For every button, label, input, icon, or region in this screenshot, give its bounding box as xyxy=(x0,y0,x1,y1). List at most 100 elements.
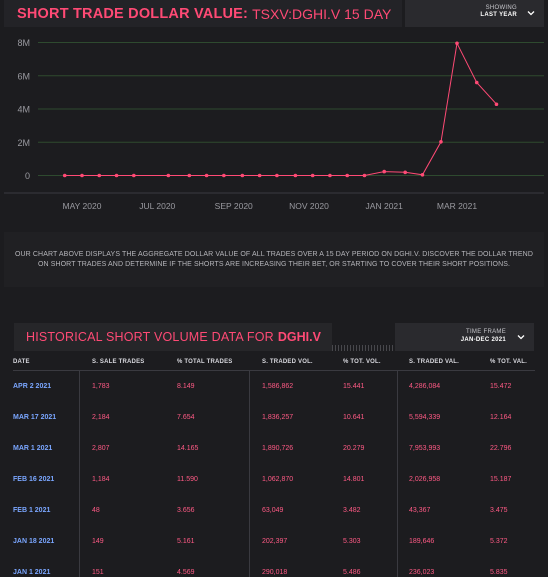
data-point xyxy=(257,173,262,178)
row-sale-trades: 151 xyxy=(92,569,104,576)
row-traded-val: 4,286,084 xyxy=(409,383,441,390)
chart-description: OUR CHART ABOVE DISPLAYS THE AGGREGATE D… xyxy=(14,251,533,268)
row-traded-vol: 290,018 xyxy=(262,569,288,576)
row-pct-vol: 5.486 xyxy=(343,569,361,576)
historical-title-bar: HISTORICAL SHORT VOLUME DATA FOR DGHI.V xyxy=(14,323,332,351)
col-header-date[interactable]: DATE xyxy=(13,359,30,365)
table-row[interactable]: MAR 1 2021 2,807 14.165 1,890,726 20.279… xyxy=(13,433,535,464)
chart-title-bar: SHORT TRADE DOLLAR VALUE: TSXV:DGHI.V 15… xyxy=(4,0,402,27)
row-date: MAR 17 2021 xyxy=(13,414,57,421)
row-sale-trades: 2,184 xyxy=(92,414,110,421)
row-traded-val: 5,594,339 xyxy=(409,414,441,421)
column-divider xyxy=(249,371,250,577)
row-date: JAN 1 2021 xyxy=(13,569,51,576)
data-point xyxy=(80,173,84,178)
chart-symbol: TSXV:DGHI.V 15 DAY xyxy=(252,5,392,22)
col-header-pct-trades[interactable]: % TOTAL TRADES xyxy=(177,359,233,365)
row-pct-vol: 14.801 xyxy=(343,476,365,483)
col-header-traded-vol[interactable]: S. TRADED VOL. xyxy=(262,359,313,365)
data-point xyxy=(97,173,102,178)
col-header-sale-trades[interactable]: S. SALE TRADES xyxy=(92,359,145,365)
period-selector-value: LAST YEAR xyxy=(480,12,517,18)
row-pct-trades: 7.654 xyxy=(177,414,195,421)
row-sale-trades: 2,807 xyxy=(92,445,110,452)
short-value-chart: 0 2M 4M 6M 8M MAY 2020 JUL 2020 SEP 2020 NOV 202… xyxy=(4,38,544,211)
data-point xyxy=(166,173,171,178)
row-pct-trades: 5.161 xyxy=(177,538,195,545)
period-selector-label: SHOWING xyxy=(485,5,517,11)
data-point xyxy=(455,41,459,46)
data-point xyxy=(114,173,119,178)
historical-symbol: DGHI.V xyxy=(277,330,321,344)
row-date: FEB 1 2021 xyxy=(13,507,51,514)
col-header-pct-val[interactable]: % TOT. VAL. xyxy=(490,359,527,365)
x-tick-label: JUL 2020 xyxy=(139,201,175,211)
chart-title: SHORT TRADE DOLLAR VALUE: xyxy=(17,5,249,22)
table-row[interactable]: APR 2 2021 1,783 8.149 1,586,862 15.441 … xyxy=(13,371,535,402)
row-pct-trades: 4.569 xyxy=(177,569,195,576)
row-traded-vol: 1,586,862 xyxy=(262,383,294,390)
row-traded-vol: 1,062,870 xyxy=(262,476,294,483)
description-panel: OUR CHART ABOVE DISPLAYS THE AGGREGATE D… xyxy=(4,232,544,287)
row-pct-vol: 5.303 xyxy=(343,538,361,545)
data-point xyxy=(187,173,192,178)
data-point xyxy=(382,169,387,174)
data-point xyxy=(62,173,67,178)
table-row[interactable]: FEB 1 2021 48 3.656 63,049 3.482 43,367 … xyxy=(13,495,535,526)
col-header-traded-val[interactable]: S. TRADED VAL. xyxy=(409,359,460,365)
row-traded-vol: 63,049 xyxy=(262,507,284,514)
chevron-down-icon xyxy=(527,11,535,16)
data-point xyxy=(293,173,298,178)
y-tick-label: 8M xyxy=(17,38,30,48)
table-row[interactable]: FEB 16 2021 1,184 11.590 1,062,870 14.80… xyxy=(13,464,535,495)
x-tick-label: SEP 2020 xyxy=(215,201,253,211)
data-point xyxy=(494,102,499,107)
row-pct-vol: 15.441 xyxy=(343,383,365,390)
row-traded-val: 236,023 xyxy=(409,569,435,576)
row-traded-val: 7,953,993 xyxy=(409,445,441,452)
row-date: FEB 16 2021 xyxy=(13,476,55,483)
row-traded-val: 43,367 xyxy=(409,507,431,514)
x-tick-label: JAN 2021 xyxy=(366,201,404,211)
timeframe-value: JAN-DEC 2021 xyxy=(460,337,506,343)
row-pct-val: 12.164 xyxy=(490,414,512,421)
table-row[interactable]: JAN 1 2021 151 4.569 290,018 5.486 236,0… xyxy=(13,557,535,577)
row-date: JAN 18 2021 xyxy=(13,538,55,545)
data-point xyxy=(328,173,332,178)
row-pct-vol: 3.482 xyxy=(343,507,361,514)
col-header-pct-vol[interactable]: % TOT. VOL. xyxy=(343,359,381,365)
row-sale-trades: 149 xyxy=(92,538,104,545)
data-point xyxy=(132,173,136,178)
timeframe-selector[interactable]: TIME FRAME JAN-DEC 2021 xyxy=(395,323,534,351)
table-row[interactable]: MAR 17 2021 2,184 7.654 1,836,257 10.641… xyxy=(13,402,535,433)
row-pct-trades: 3.656 xyxy=(177,507,195,514)
row-pct-val: 15.187 xyxy=(490,476,512,483)
data-point xyxy=(474,80,479,85)
row-pct-vol: 10.641 xyxy=(343,414,365,421)
series-line xyxy=(64,41,497,176)
period-selector[interactable]: SHOWING LAST YEAR xyxy=(405,0,544,27)
row-sale-trades: 1,184 xyxy=(92,476,110,483)
data-point xyxy=(420,172,425,177)
column-divider xyxy=(397,371,398,577)
historical-title: HISTORICAL SHORT VOLUME DATA FOR xyxy=(26,330,274,344)
data-point xyxy=(345,173,350,178)
row-pct-val: 22.796 xyxy=(490,445,512,452)
data-point xyxy=(310,173,315,178)
y-tick-label: 2M xyxy=(17,138,30,148)
row-sale-trades: 48 xyxy=(92,507,100,514)
data-point xyxy=(222,173,226,178)
row-traded-val: 189,646 xyxy=(409,538,435,545)
data-point xyxy=(439,140,443,144)
row-traded-vol: 1,836,257 xyxy=(262,414,294,421)
data-point xyxy=(275,173,279,178)
row-pct-trades: 14.165 xyxy=(177,445,199,452)
row-traded-vol: 202,397 xyxy=(262,538,288,545)
x-tick-label: MAY 2020 xyxy=(63,201,102,211)
table-row[interactable]: JAN 18 2021 149 5.161 202,397 5.303 189,… xyxy=(13,526,535,557)
data-point xyxy=(403,170,407,175)
row-pct-trades: 11.590 xyxy=(177,476,198,483)
x-tick-label: NOV 2020 xyxy=(289,201,329,211)
data-point xyxy=(204,173,209,178)
